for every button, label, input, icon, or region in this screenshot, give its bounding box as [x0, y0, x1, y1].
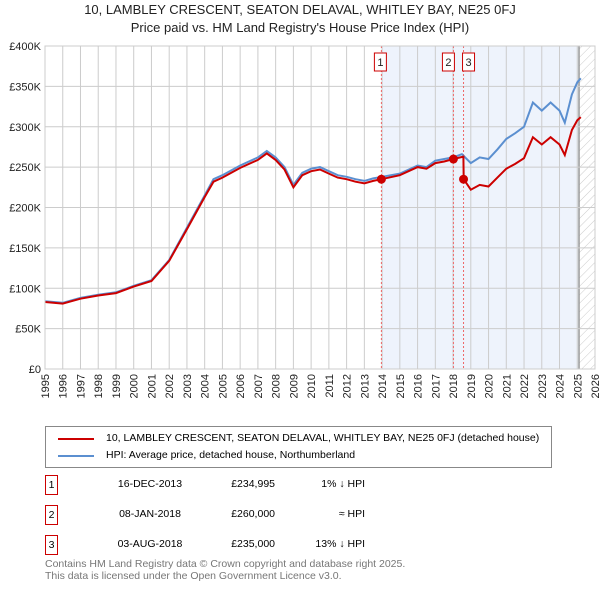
y-tick-label: £350K: [9, 81, 41, 93]
legend-label: HPI: Average price, detached house, Nort…: [106, 449, 356, 461]
x-tick-label: 2015: [395, 374, 407, 398]
chart-title: 10, LAMBLEY CRESCENT, SEATON DELAVAL, WH…: [84, 2, 516, 17]
x-tick-label: 2003: [182, 374, 194, 398]
plot-area: 1995 1996 1997 1998 1999 2000 2001 2002 2003 2004…: [9, 41, 600, 398]
x-tick-label: 2021: [501, 374, 513, 398]
y-tick-label: £400K: [9, 41, 41, 53]
x-tick-label: 1999: [111, 374, 123, 398]
x-tick-label: 2004: [200, 374, 212, 398]
sale-date: 16-DEC-2013: [117, 478, 183, 490]
sale-row: 1 16-DEC-2013 £234,995 1% ↓ HPI: [45, 475, 545, 495]
sale-point: [376, 174, 386, 184]
y-tick-label: £250K: [9, 162, 41, 174]
x-tick-label: 2025: [572, 374, 584, 398]
x-tick-label: 2006: [235, 374, 247, 398]
y-tick-label: £100K: [9, 283, 41, 295]
sale-marker-box: [462, 52, 476, 72]
sale-point: [459, 174, 469, 184]
x-tick-label: 2005: [217, 374, 229, 398]
sale-marker-label: 3: [45, 535, 58, 555]
x-tick-label: 2008: [271, 374, 283, 398]
legend-swatch-blue: [58, 454, 94, 457]
x-tick-label: 1998: [93, 374, 105, 398]
footer-line: This data is licensed under the Open Gov…: [45, 570, 342, 582]
y-tick-label: £50K: [15, 324, 41, 336]
x-tick-label: 2011: [324, 374, 336, 398]
sale-marker-label: 1: [377, 57, 383, 69]
sale-hpi: ≈ HPI: [338, 508, 365, 520]
sale-row: 2 08-JAN-2018 £260,000 ≈ HPI: [45, 505, 545, 525]
x-tick-label: 2014: [377, 374, 389, 398]
sale-date: 08-JAN-2018: [119, 508, 181, 520]
x-tick-label: 2009: [288, 374, 300, 398]
sale-marker-label: 2: [45, 505, 58, 525]
sale-marker-box: [441, 52, 455, 72]
sale-price: £234,995: [231, 478, 275, 490]
sale-point: [448, 154, 458, 164]
x-tick-label: 2019: [466, 374, 478, 398]
x-tick-label: 2026: [590, 374, 600, 398]
sale-date: 03-AUG-2018: [117, 538, 183, 550]
footer: Contains HM Land Registry data © Crown c…: [45, 558, 405, 582]
x-tick-label: 2023: [537, 374, 549, 398]
legend-swatch-red: [58, 437, 94, 440]
x-tick-label: 2012: [342, 374, 354, 398]
sale-marker-label: 3: [465, 57, 471, 69]
x-tick-label: 1997: [75, 374, 87, 398]
y-tick-label: £0: [29, 364, 41, 376]
legend-label: 10, LAMBLEY CRESCENT, SEATON DELAVAL, WH…: [106, 432, 540, 444]
x-tick-label: 1996: [58, 374, 70, 398]
x-tick-label: 2013: [359, 374, 371, 398]
x-tick-label: 2020: [484, 374, 496, 398]
x-tick-label: 1995: [40, 374, 52, 398]
plot-border: [44, 45, 596, 370]
sale-price: £235,000: [231, 538, 275, 550]
sale-marker-label: 2: [445, 57, 451, 69]
legend-item-hpi: HPI: Average price, detached house, Nort…: [58, 449, 355, 462]
x-tick-label: 2024: [555, 374, 567, 398]
sale-hpi: 1% ↓ HPI: [321, 478, 365, 490]
x-tick-label: 2022: [519, 374, 531, 398]
x-tick-label: 2000: [129, 374, 141, 398]
legend-item-property: 10, LAMBLEY CRESCENT, SEATON DELAVAL, WH…: [58, 432, 539, 445]
x-tick-label: 2016: [413, 374, 425, 398]
x-tick-label: 2018: [448, 374, 460, 398]
sale-hpi: 13% ↓ HPI: [315, 538, 365, 550]
chart-subtitle: Price paid vs. HM Land Registry's House …: [130, 20, 470, 35]
sale-marker-box: [373, 52, 387, 72]
footer-line: Contains HM Land Registry data © Crown c…: [45, 558, 406, 570]
y-tick-label: £150K: [9, 243, 41, 255]
x-tick-label: 2001: [146, 374, 158, 398]
sale-price: £260,000: [231, 508, 275, 520]
y-tick-label: £200K: [9, 203, 41, 215]
y-tick-label: £300K: [9, 122, 41, 134]
sale-marker-label: 1: [45, 475, 58, 495]
x-tick-label: 2007: [253, 374, 265, 398]
x-tick-label: 2010: [306, 374, 318, 398]
property-price-line: [44, 116, 582, 305]
sale-row: 3 03-AUG-2018 £235,000 13% ↓ HPI: [45, 535, 545, 555]
x-tick-label: 2017: [430, 374, 442, 398]
x-tick-label: 2002: [164, 374, 176, 398]
legend: 10, LAMBLEY CRESCENT, SEATON DELAVAL, WH…: [45, 426, 552, 468]
